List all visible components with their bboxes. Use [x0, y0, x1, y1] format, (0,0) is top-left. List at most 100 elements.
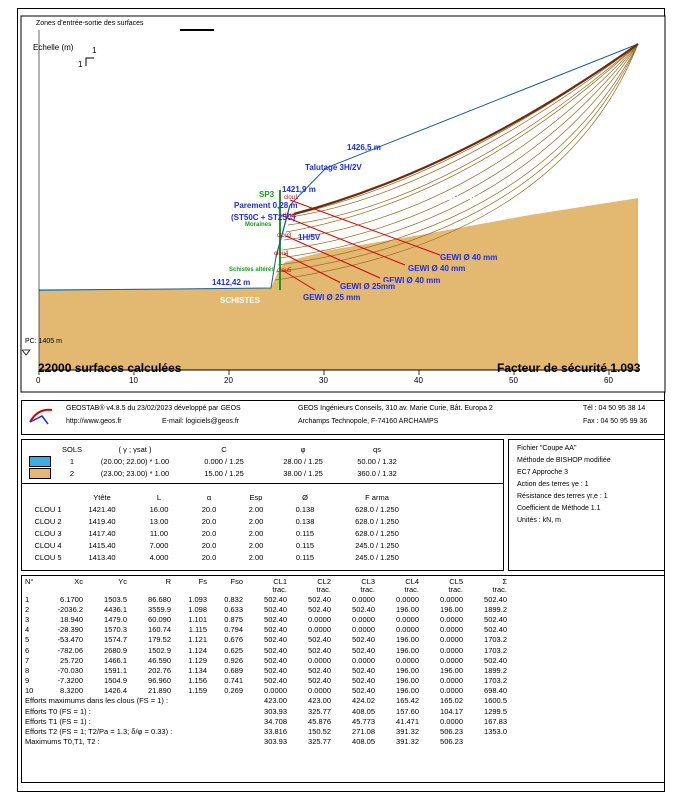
results-cell: 46.590: [148, 655, 171, 665]
label-elev-mid: 1421,9 m: [282, 185, 316, 194]
nail-line-5: [281, 269, 316, 291]
soils-clous-box: [21, 439, 504, 571]
label-sp3: SP3: [259, 190, 275, 199]
results-row: 7 25.720 1466.1 46.590 1.129 0.926 502.40 0.000…: [22, 655, 510, 665]
label-st50c: (ST50C + ST25C): [231, 213, 296, 222]
results-cell: 0.0000: [440, 686, 463, 696]
results-summary-row: Efforts T2 (FS = 1; T2/Pa = 1.3; δ/φ = 0…: [22, 726, 510, 736]
summary-cell: 150.52: [308, 727, 331, 737]
info-units: Unités : kN, m: [517, 517, 561, 524]
summary-cell: 423.00: [264, 696, 287, 706]
results-cell: 1.156: [188, 676, 207, 686]
summary-cell: 157.60: [396, 706, 419, 716]
soils-header: SOLS: [61, 444, 82, 454]
results-row: 8 -70.030 1591.1 202.76 1.134 0.689 502.40 502.…: [22, 665, 510, 675]
results-cell: 0.0000: [352, 625, 375, 635]
summary-label: Efforts T0 (FS = 1) :: [25, 706, 91, 716]
results-cell: 0.0000: [352, 655, 375, 665]
results-cell: 3: [25, 614, 30, 624]
slip-surfaces: [274, 43, 639, 281]
label-elev-low: 1412,42 m: [212, 278, 251, 287]
results-cell: 502.40: [352, 604, 375, 614]
results-cell: 160.74: [148, 625, 171, 635]
results-cell: 0.689: [224, 665, 243, 675]
summary-cell: 391.32: [396, 727, 419, 737]
results-cell: 196.00: [396, 635, 419, 645]
results-cell: 196.00: [396, 676, 419, 686]
results-row: 6 -782.06 2680.9 1502.9 1.124 0.625 502.40 502.…: [22, 645, 510, 655]
summary-cell: [466, 737, 510, 747]
results-cell: 1591.1: [104, 665, 127, 675]
info-file: Fichier "Coupe AA": [517, 445, 577, 452]
results-cell: 0.926: [224, 655, 243, 665]
summary-cell: 423.00: [308, 696, 331, 706]
clou-row: CLOU 3 1417.40 11.00 20.0 2.00 0.115 628.0 / 1…: [34, 528, 399, 538]
scale-value-h: 1: [92, 46, 97, 55]
legend-title: Zones d'entrée-sortie des surfaces: [36, 20, 144, 27]
safety-factor: Facteur de sécurité 1.093: [497, 361, 641, 375]
results-cell: 0.832: [224, 594, 243, 604]
header-website[interactable]: http://www.geos.fr: [66, 418, 122, 425]
results-cell: -28.390: [57, 625, 83, 635]
results-cell: 502.40: [484, 655, 507, 665]
header-email[interactable]: E-mail: logiciels@geos.fr: [162, 418, 240, 425]
results-cell: 502.40: [264, 614, 287, 624]
results-cell: 502.40: [264, 635, 287, 645]
header-box: [21, 400, 665, 435]
x-tick-label: 50: [509, 376, 518, 385]
results-header-cell: CL5 trac.: [448, 577, 463, 594]
label-gewi-4: GEWI Ø 25mm: [340, 282, 396, 291]
summary-cell: 506.23: [440, 727, 463, 737]
results-cell: 0.676: [224, 635, 243, 645]
results-cell: 196.00: [396, 645, 419, 655]
results-cell: 0.875: [224, 614, 243, 624]
label-clou5: clou5: [277, 268, 292, 274]
results-cell: 1.115: [188, 625, 207, 635]
results-cell: 21.890: [148, 686, 171, 696]
nail-line-1: [289, 199, 441, 256]
results-cell: 698.40: [484, 686, 507, 696]
surfaces-count: 22000 surfaces calculées: [38, 361, 182, 375]
x-axis: [38, 370, 610, 375]
summary-cell: 41.471: [396, 716, 419, 726]
results-cell: 502.40: [308, 604, 331, 614]
results-cell: 179.52: [148, 635, 171, 645]
label-talutage: Talutage 3H/2V: [305, 163, 362, 172]
results-cell: 502.40: [484, 625, 507, 635]
results-cell: 86.680: [148, 594, 171, 604]
summary-cell: 325.77: [308, 706, 331, 716]
header-tel: Tél : 04 50 95 38 14: [583, 405, 646, 412]
header-fax: Fax : 04 50 95 99 36: [583, 418, 648, 425]
results-cell: 502.40: [264, 655, 287, 665]
label-clou4: clou4: [274, 251, 289, 257]
label-moraines-small: Moraines: [245, 222, 272, 228]
results-cell: 10: [25, 686, 34, 696]
results-cell: 502.40: [308, 645, 331, 655]
results-header-cell: N°: [25, 577, 34, 586]
results-header-cell: CL3 trac.: [360, 577, 375, 594]
summary-cell: 303.93: [264, 737, 287, 747]
summary-cell: 303.93: [264, 706, 287, 716]
results-cell: 60.090: [148, 614, 171, 624]
results-cell: 1703.2: [484, 635, 507, 645]
summary-cell: 45.773: [352, 716, 375, 726]
results-row: 1 6.1700 1503.5 86.680 1.093 0.832 502.40 502.4…: [22, 594, 510, 604]
scale-value-v: 1: [78, 60, 83, 69]
summary-label: Efforts T2 (FS = 1; T2/Pa = 1.3; δ/φ = 0…: [25, 727, 173, 737]
summary-cell: 325.77: [308, 737, 331, 747]
results-cell: 502.40: [264, 625, 287, 635]
results-cell: 1466.1: [104, 655, 127, 665]
label-clou2: clou2: [282, 213, 297, 219]
results-cell: 9: [25, 676, 30, 686]
results-cell: 1426.4: [104, 686, 127, 696]
clou-row: CLOU 5 1413.40 4.000 20.0 2.00 0.115 245.0 / 1…: [34, 552, 399, 562]
summary-cell: 45.876: [308, 716, 331, 726]
results-summary-row: Efforts T0 (FS = 1) : 303.93 325.77 408.05 1…: [22, 706, 510, 716]
clou-row: CLOU 4 1415.40 7.000 20.0 2.00 0.115 245.0 / 1…: [34, 540, 399, 550]
soils-header: ( γ ; γsat ): [118, 444, 152, 454]
sky-area: [39, 30, 638, 290]
summary-cell: 165.42: [396, 696, 419, 706]
x-tick-label: 30: [319, 376, 328, 385]
results-cell: 1: [25, 594, 30, 604]
summary-cell: 34.708: [264, 716, 287, 726]
